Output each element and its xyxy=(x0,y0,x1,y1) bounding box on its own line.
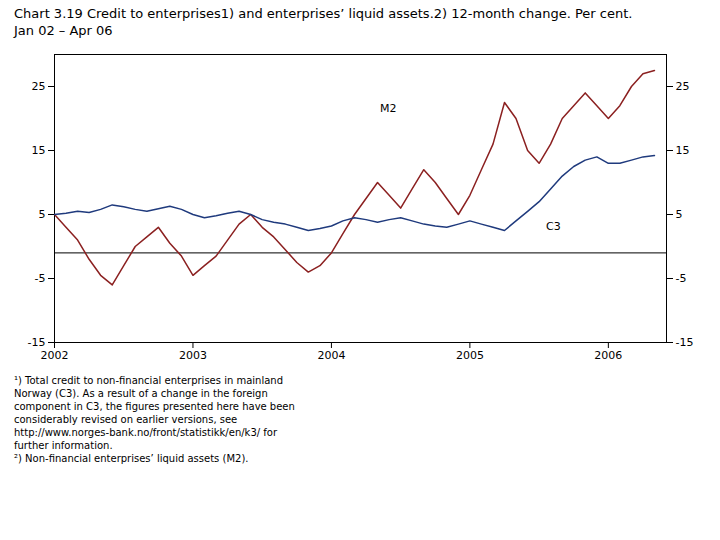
svg-text:25: 25 xyxy=(32,80,46,93)
html-text:¹) Total credit to non-financi: ¹) Total credit to non-financial enterpr… xyxy=(14,374,283,386)
html-text:considerably revised on earlie: considerably revised on earlier versions… xyxy=(14,413,238,425)
svg-text:-15: -15 xyxy=(28,336,46,349)
svg-text:-5: -5 xyxy=(676,272,687,285)
svg-text:2004: 2004 xyxy=(317,349,345,362)
html-text:Jan 02 – Apr 06: Jan 02 – Apr 06 xyxy=(14,22,113,38)
svg-text:15: 15 xyxy=(676,144,690,157)
svg-text:15: 15 xyxy=(32,144,46,157)
svg-text:2003: 2003 xyxy=(179,349,207,362)
html-text:component in C3, the figures p: component in C3, the figures presented h… xyxy=(14,400,295,412)
html-text:further information.: further information. xyxy=(14,439,113,451)
svg-text:M2: M2 xyxy=(380,102,397,115)
svg-text:25: 25 xyxy=(676,80,690,93)
svg-text:C3: C3 xyxy=(546,219,561,232)
html-text:²) Non-financial enterprises’: ²) Non-financial enterprises’ liquid ass… xyxy=(14,452,249,464)
html-text:Chart 3.19 Credit to enterpris: Chart 3.19 Credit to enterprises1) and e… xyxy=(14,6,633,21)
svg-text:5: 5 xyxy=(676,208,683,221)
svg-text:5: 5 xyxy=(39,208,46,221)
svg-text:2005: 2005 xyxy=(456,349,484,362)
svg-text:2002: 2002 xyxy=(41,349,69,362)
svg-text:2006: 2006 xyxy=(594,349,622,362)
svg-text:-5: -5 xyxy=(35,272,46,285)
html-text:Norway (C3). As a result of a: Norway (C3). As a result of a change in … xyxy=(14,387,268,399)
svg-text:-15: -15 xyxy=(676,336,694,349)
html-text:http://www.norges-bank.no/fron: http://www.norges-bank.no/front/statisti… xyxy=(14,426,277,438)
